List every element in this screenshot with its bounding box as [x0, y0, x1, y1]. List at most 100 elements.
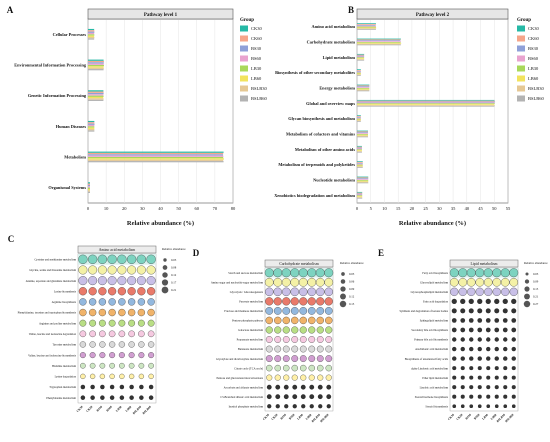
size-legend-dot	[339, 300, 347, 308]
x-tick-label: BSLB30	[132, 405, 143, 416]
bar-BS60	[88, 63, 104, 65]
row-label: Alanine, aspartate and glutamate metabol…	[26, 280, 77, 283]
bubble-BSLB60	[324, 297, 333, 306]
bubble-LB60	[494, 356, 499, 361]
title-strip	[77, 245, 157, 254]
bar-LB30	[88, 34, 95, 36]
bubble-BSLB60	[324, 268, 334, 278]
bar-BS30	[357, 55, 365, 57]
bar-BS30	[357, 162, 363, 164]
panel-letter: C	[8, 234, 15, 244]
bubble-BSLB60	[146, 254, 156, 264]
bubble-LB60	[308, 364, 315, 372]
bar-BS60	[357, 148, 362, 150]
bubble-CK30	[452, 346, 457, 352]
row-label: Tryptophan metabolism	[49, 386, 77, 389]
bubble-CK60	[88, 298, 97, 306]
bubble-LB60	[494, 298, 500, 304]
bubble-LB30	[117, 265, 127, 275]
bubble-BS60	[109, 373, 115, 380]
bubble-CK30	[264, 277, 274, 287]
category-label: Lipid metabolism	[323, 55, 356, 60]
bar-CK30	[357, 99, 495, 101]
bar-BSLB30	[357, 105, 495, 106]
bubble-BS60	[477, 385, 482, 390]
bubble-BS60	[107, 254, 117, 264]
bubble-CK60	[460, 366, 465, 371]
row-label: Sphingolipid metabolism	[420, 320, 449, 323]
bubble-LB30	[118, 319, 126, 327]
bubble-BS30	[100, 395, 105, 400]
bubble-BSLB30	[316, 287, 325, 297]
bar-BS30	[357, 116, 361, 118]
bubble-BS60	[109, 395, 115, 400]
bubble-BSLB30	[316, 307, 325, 315]
bubble-CK60	[460, 337, 465, 342]
bar-BS60	[357, 71, 361, 73]
bubble-CK30	[78, 276, 88, 286]
bubble-BSLB30	[503, 356, 508, 361]
bar-BSLB30	[357, 197, 363, 198]
bubble-BSLB60	[147, 341, 155, 348]
bubble-BSLB30	[138, 352, 145, 359]
bubble-BS60	[108, 319, 116, 327]
row-label: Glycolysis / Gluconeogenesis	[230, 291, 263, 294]
bubble-BSLB60	[511, 404, 516, 409]
bubble-BS60	[109, 352, 116, 359]
size-legend-label: 0.09	[349, 287, 355, 291]
x-tick-label: 15	[396, 206, 401, 211]
bubble-CK60	[458, 278, 468, 287]
bubble-CK30	[265, 355, 273, 362]
legend-swatch-LB60	[240, 75, 248, 82]
bubble-CK30	[80, 362, 86, 369]
bubble-CK60	[273, 277, 283, 287]
bubble-LB60	[494, 327, 500, 333]
legend-label: CK60	[528, 36, 540, 41]
bubble-LB60	[127, 287, 136, 296]
legend-label: LB60	[528, 76, 539, 81]
bar-CK60	[88, 152, 224, 155]
bubble-BSLB60	[325, 364, 332, 372]
bubble-LB60	[307, 277, 317, 287]
bubble-LB60	[128, 319, 136, 327]
bubble-LB30	[299, 307, 308, 315]
row-label: Biosynthesis of unsaturated fatty acids	[405, 358, 448, 361]
row-label: Citrate cycle (TCA cycle)	[234, 367, 263, 370]
bubble-CK60	[90, 384, 95, 390]
x-tick-label: LB60	[125, 405, 133, 413]
bubble-BSLB60	[325, 374, 332, 381]
bubble-LB60	[128, 352, 135, 359]
bubble-BS30	[98, 308, 107, 317]
bubble-BSLB30	[317, 374, 324, 381]
bubble-LB60	[129, 395, 134, 400]
bubble-CK30	[266, 394, 272, 400]
x-tick-label: 35	[451, 206, 456, 211]
bubble-BS60	[108, 308, 116, 317]
bubble-CK30	[451, 327, 457, 333]
bubble-LB60	[309, 394, 315, 400]
bubble-LB30	[486, 356, 491, 361]
bar-LB30	[357, 72, 361, 74]
bubble-BS60	[291, 345, 299, 353]
category-label: Organismal Systems	[48, 185, 86, 190]
bar-CK60	[88, 183, 90, 185]
size-legend-title: Relative abundance	[340, 261, 364, 265]
bubble-BSLB60	[511, 318, 517, 323]
bubble-BS30	[469, 404, 474, 409]
row-label: Lysine biosynthesis	[54, 290, 76, 293]
size-legend-dot	[340, 293, 346, 300]
bar-BS60	[88, 155, 224, 157]
size-legend-dot	[161, 286, 169, 294]
bar-CK60	[357, 54, 365, 56]
legend-swatch-BS60	[240, 55, 248, 62]
bubble-BSLB60	[326, 404, 331, 409]
row-label: Galactose metabolism	[238, 329, 264, 332]
bar-BS30	[88, 31, 95, 33]
size-legend-label: 0.15	[533, 287, 539, 291]
legend-title: Group	[517, 18, 531, 23]
bar-CK60	[357, 192, 363, 194]
bubble-BS30	[99, 330, 106, 338]
x-tick-label: CK60	[85, 405, 93, 413]
bar-CK60	[357, 131, 368, 133]
bubble-LB30	[485, 327, 491, 333]
